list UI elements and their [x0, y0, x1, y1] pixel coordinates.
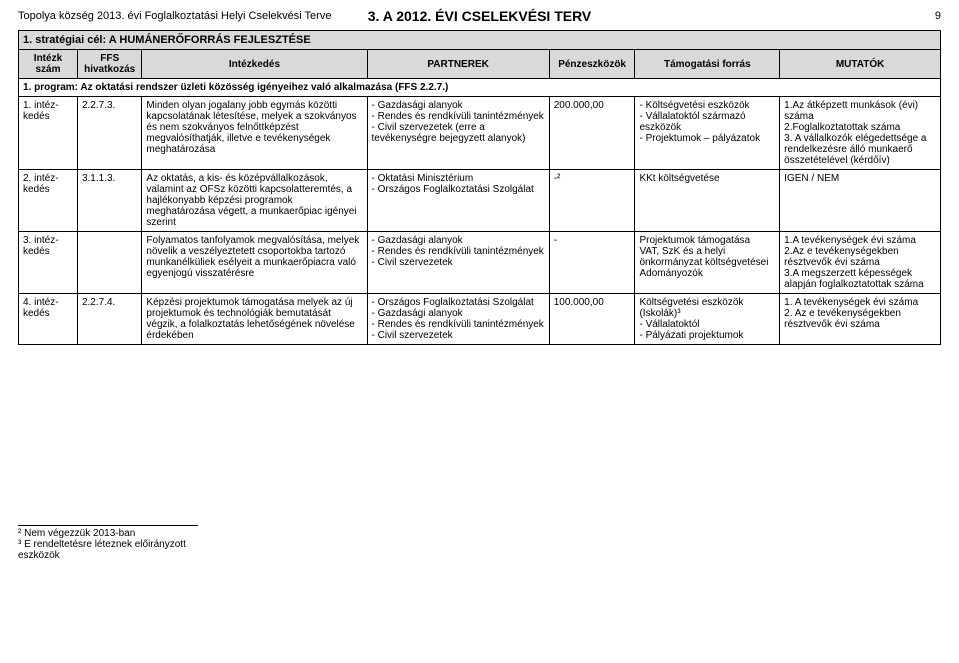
cell-partners: Gazdasági alanyok Rendes és rendkívüli t… — [367, 97, 549, 170]
col-header: Pénzeszközök — [549, 50, 635, 79]
cell-id: 1. intéz-kedés — [19, 97, 78, 170]
cell-indicators: IGEN / NEM — [780, 170, 941, 232]
cell-id: 2. intéz-kedés — [19, 170, 78, 232]
col-header: Támogatási forrás — [635, 50, 780, 79]
program-row: 1. program: Az oktatási rendszer üzleti … — [19, 79, 941, 97]
list-item: Országos Foglalkoztatási Szolgálat — [372, 184, 545, 195]
list-item: Vállalatoktól származó eszközök — [639, 111, 775, 133]
list-item: Rendes és rendkívüli tanintézmények — [372, 111, 545, 122]
col-header: Intézk szám — [19, 50, 78, 79]
cell-indicators: 1.A tevékenységek évi száma 2.Az e tevék… — [780, 232, 941, 294]
cell-source: Projektumok támogatása VAT, SzK és a hel… — [635, 232, 780, 294]
col-header: FFS hivatkozás — [77, 50, 141, 79]
list-item: Gazdasági alanyok — [372, 100, 545, 111]
table-row: 3. intéz-kedés Folyamatos tanfolyamok me… — [19, 232, 941, 294]
table-row: 2. intéz-kedés 3.1.1.3. Az oktatás, a ki… — [19, 170, 941, 232]
footnotes: ² Nem végezzük 2013-ban ³ E rendeltetésr… — [18, 525, 198, 561]
list-item: Rendes és rendkívüli tanintézmények — [372, 246, 545, 257]
list-item: Oktatási Minisztérium — [372, 173, 545, 184]
cell-measure: Képzési projektumok támogatása melyek az… — [142, 294, 367, 345]
list-item: Civil szervezetek (erre a tevékenységre … — [372, 122, 545, 144]
cell-ref: 3.1.1.3. — [77, 170, 141, 232]
list-item: Projektumok – pályázatok — [639, 133, 775, 144]
list-item: Rendes és rendkívüli tanintézmények — [372, 319, 545, 330]
cell-id: 3. intéz-kedés — [19, 232, 78, 294]
cell-measure: Folyamatos tanfolyamok megvalósítása, me… — [142, 232, 367, 294]
cell-funds: 100.000,00 — [549, 294, 635, 345]
cell-indicators: 1. A tevékenységek évi száma 2. Az e tev… — [780, 294, 941, 345]
col-header: PARTNEREK — [367, 50, 549, 79]
table-header-row: Intézk szám FFS hivatkozás Intézkedés PA… — [19, 50, 941, 79]
cell-funds: - — [549, 232, 635, 294]
page-number: 9 — [935, 10, 941, 22]
cell-source: Költségvetési eszközök (Iskolák)³ - Váll… — [635, 294, 780, 345]
cell-funds: 200.000,00 — [549, 97, 635, 170]
list-item: Civil szervezetek — [372, 257, 545, 268]
strategic-goal-row: 1. stratégiai cél: A HUMÁNERŐFORRÁS FEJL… — [19, 31, 941, 50]
strategic-goal-cell: 1. stratégiai cél: A HUMÁNERŐFORRÁS FEJL… — [19, 31, 941, 50]
col-header: Intézkedés — [142, 50, 367, 79]
cell-measure: Minden olyan jogalany jobb egymás között… — [142, 97, 367, 170]
list-item: Gazdasági alanyok — [372, 308, 545, 319]
table-row: 4. intéz-kedés 2.2.7.4. Képzési projektu… — [19, 294, 941, 345]
table-row: 1. intéz-kedés 2.2.7.3. Minden olyan jog… — [19, 97, 941, 170]
list-item: Gazdasági alanyok — [372, 235, 545, 246]
cell-partners: Gazdasági alanyok Rendes és rendkívüli t… — [367, 232, 549, 294]
list-item: Civil szervezetek — [372, 330, 545, 341]
cell-source: Költségvetési eszközök Vállalatoktól szá… — [635, 97, 780, 170]
cell-partners: Országos Foglalkoztatási Szolgálat Gazda… — [367, 294, 549, 345]
cell-ref: 2.2.7.3. — [77, 97, 141, 170]
cell-partners: Oktatási Minisztérium Országos Foglalkoz… — [367, 170, 549, 232]
cell-ref — [77, 232, 141, 294]
footnote: ² Nem végezzük 2013-ban — [18, 528, 198, 539]
cell-source: KKt költségvetése — [635, 170, 780, 232]
cell-measure: Az oktatás, a kis- és középvállalkozások… — [142, 170, 367, 232]
cell-indicators: 1.Az átképzett munkások (évi) száma 2.Fo… — [780, 97, 941, 170]
footnote: ³ E rendeltetésre léteznek előirányzott … — [18, 539, 198, 561]
cell-funds: -² — [549, 170, 635, 232]
action-plan-table: 1. stratégiai cél: A HUMÁNERŐFORRÁS FEJL… — [18, 30, 941, 345]
list-item: Országos Foglalkoztatási Szolgálat — [372, 297, 545, 308]
cell-id: 4. intéz-kedés — [19, 294, 78, 345]
program-cell: 1. program: Az oktatási rendszer üzleti … — [19, 79, 941, 97]
page: Topolya község 2013. évi Foglalkoztatási… — [0, 0, 959, 571]
list-item: Költségvetési eszközök — [639, 100, 775, 111]
cell-ref: 2.2.7.4. — [77, 294, 141, 345]
col-header: MUTATÓK — [780, 50, 941, 79]
